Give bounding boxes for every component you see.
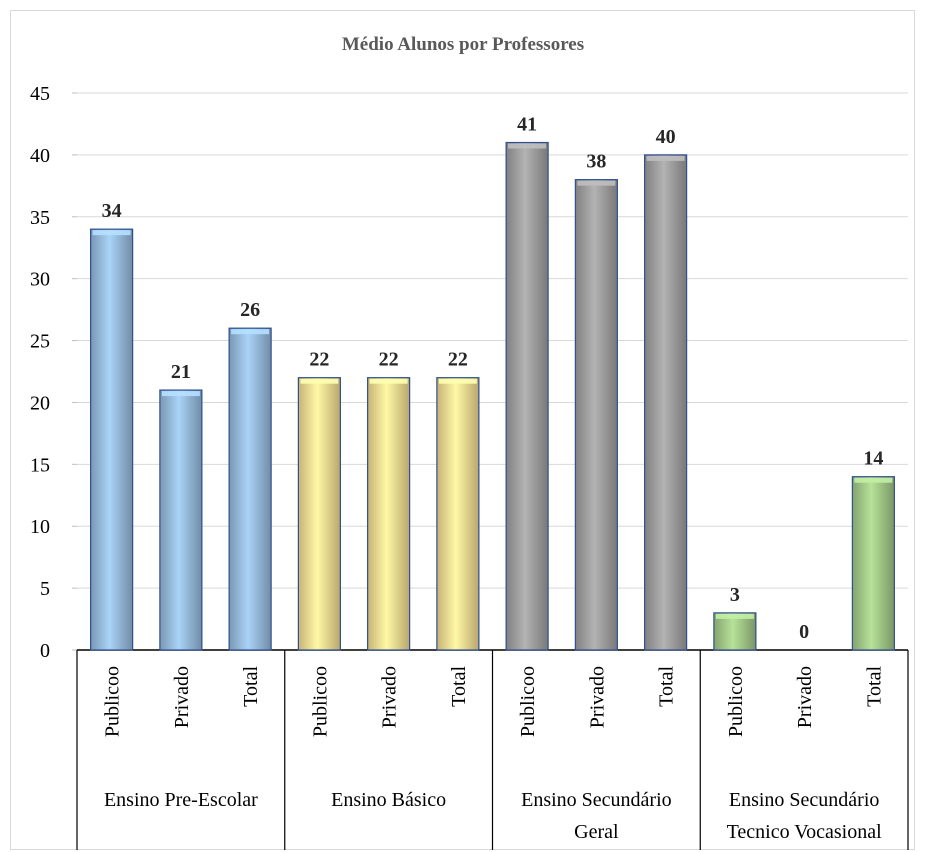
- bar: [159, 389, 203, 651]
- bar: [505, 141, 549, 651]
- group-label: Ensino Básico: [331, 789, 446, 811]
- category-label: Privado: [171, 666, 193, 728]
- bar-top-highlight: [369, 378, 408, 384]
- data-label: 22: [309, 349, 329, 371]
- data-label: 41: [517, 114, 537, 136]
- bar-top-highlight: [508, 143, 547, 149]
- y-tick-label: 40: [30, 145, 50, 167]
- data-label: 21: [171, 361, 191, 383]
- bar: [297, 377, 341, 651]
- category-label: Privado: [794, 666, 816, 728]
- data-label: 26: [240, 299, 260, 321]
- data-label: 34: [102, 200, 122, 222]
- category-label: Total: [863, 666, 885, 707]
- group-label: Ensino Pre-Escolar: [104, 789, 258, 811]
- bar: [574, 179, 618, 651]
- y-tick-label: 30: [30, 269, 50, 291]
- bar-top-highlight: [715, 613, 754, 619]
- bar: [90, 228, 134, 651]
- group-label: Ensino Secundário: [521, 789, 672, 811]
- bar-top-highlight: [92, 230, 131, 236]
- data-label: 38: [586, 151, 606, 173]
- group-label: Ensino Secundário: [729, 789, 880, 811]
- y-tick-label: 10: [30, 516, 50, 538]
- category-label: Total: [240, 666, 262, 707]
- data-label: 22: [448, 349, 468, 371]
- bar: [713, 612, 757, 651]
- category-label: Publicoo: [517, 666, 539, 737]
- y-tick-label: 5: [40, 578, 50, 600]
- group-label: Tecnico Vocasional: [727, 821, 882, 843]
- category-label: Total: [448, 666, 470, 707]
- data-label: 22: [379, 349, 399, 371]
- bar: [851, 476, 895, 651]
- bar-top-highlight: [854, 477, 893, 483]
- bar: [367, 377, 411, 651]
- bar: [436, 377, 480, 651]
- data-label: 0: [799, 621, 809, 643]
- category-label: Privado: [379, 666, 401, 728]
- category-label: Publicoo: [725, 666, 747, 737]
- y-tick-label: 0: [40, 640, 50, 662]
- y-tick-label: 25: [30, 331, 50, 353]
- bar-top-highlight: [577, 180, 616, 186]
- category-label: Publicoo: [309, 666, 331, 737]
- data-label: 3: [730, 584, 740, 606]
- bar-top-highlight: [231, 329, 270, 335]
- category-label: Total: [656, 666, 678, 707]
- bar-top-highlight: [300, 378, 339, 384]
- group-label: Geral: [574, 821, 619, 843]
- bar-top-highlight: [438, 378, 477, 384]
- y-tick-label: 15: [30, 454, 50, 476]
- category-label: Publicoo: [102, 666, 124, 737]
- bar: [644, 154, 688, 651]
- y-tick-label: 20: [30, 392, 50, 414]
- y-tick-label: 35: [30, 207, 50, 229]
- bar-top-highlight: [161, 391, 200, 397]
- category-label: Privado: [586, 666, 608, 728]
- bar-top-highlight: [646, 155, 685, 161]
- data-label: 14: [863, 448, 883, 470]
- bar: [228, 327, 272, 651]
- chart-title: Médio Alunos por Professores: [341, 34, 585, 55]
- data-label: 40: [656, 126, 676, 148]
- y-tick-label: 45: [30, 83, 50, 105]
